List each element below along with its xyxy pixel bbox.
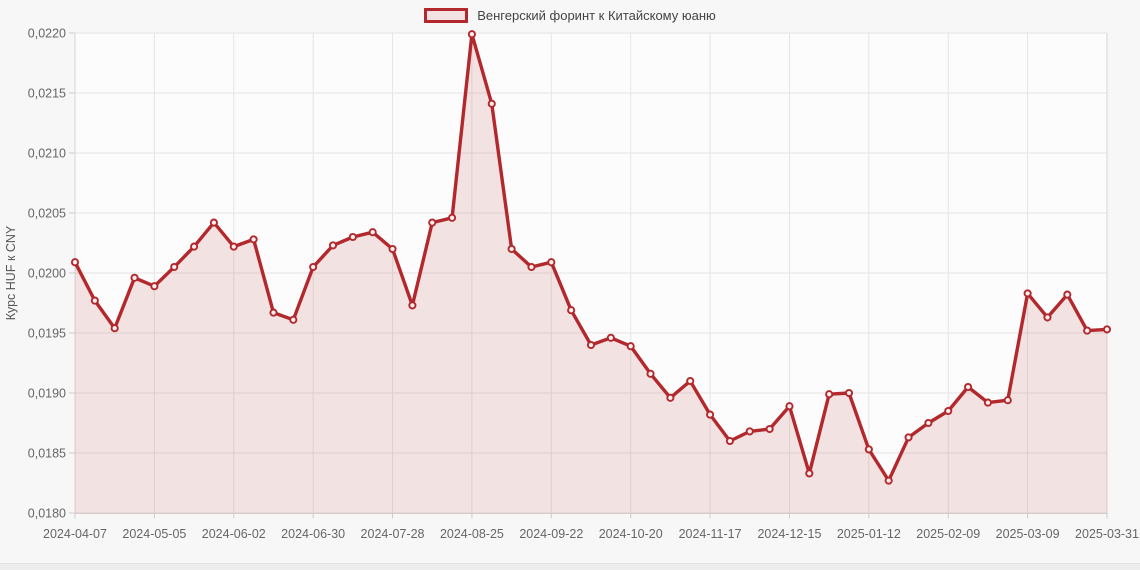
y-tick-label: 0,0195 — [28, 327, 66, 341]
y-tick-label: 0,0215 — [28, 87, 66, 101]
x-tick-label: 2024-09-22 — [519, 527, 583, 541]
data-point-marker[interactable] — [130, 273, 139, 282]
x-tick-label: 2024-07-28 — [361, 527, 425, 541]
data-point-marker[interactable] — [90, 296, 99, 305]
data-point-marker[interactable] — [1023, 289, 1032, 298]
data-point-marker[interactable] — [1083, 326, 1092, 335]
data-point-marker[interactable] — [1003, 396, 1012, 405]
x-tick-label: 2024-06-30 — [281, 527, 345, 541]
data-point-marker[interactable] — [567, 306, 576, 315]
data-point-marker[interactable] — [606, 333, 615, 342]
x-tick-label: 2025-02-09 — [916, 527, 980, 541]
x-tick-label: 2024-08-25 — [440, 527, 504, 541]
x-tick-label: 2024-10-20 — [599, 527, 663, 541]
legend-item[interactable]: Венгерский форинт к Китайскому юаню — [0, 5, 1140, 25]
data-point-marker[interactable] — [706, 410, 715, 419]
x-tick-label: 2024-04-07 — [43, 527, 107, 541]
legend-label: Венгерский форинт к Китайскому юаню — [477, 7, 716, 23]
data-point-marker[interactable] — [328, 241, 338, 250]
data-point-marker[interactable] — [289, 315, 298, 324]
data-point-marker[interactable] — [348, 232, 357, 242]
y-tick-label: 0,0210 — [28, 147, 66, 161]
y-axis-title: Курс HUF к CNY — [4, 225, 18, 321]
data-point-marker[interactable] — [487, 99, 496, 108]
data-point-marker[interactable] — [527, 262, 536, 272]
data-point-marker[interactable] — [408, 301, 417, 310]
y-tick-label: 0,0180 — [28, 507, 66, 521]
data-point-marker[interactable] — [785, 402, 794, 411]
x-tick-label: 2024-11-17 — [679, 527, 742, 541]
data-point-marker[interactable] — [229, 242, 238, 251]
data-point-marker[interactable] — [170, 262, 179, 272]
data-point-marker[interactable] — [686, 376, 695, 386]
data-point-marker[interactable] — [944, 406, 953, 416]
data-point-marker[interactable] — [368, 228, 377, 237]
x-tick-label: 2025-01-12 — [837, 527, 901, 541]
data-point-marker[interactable] — [646, 369, 655, 378]
data-point-marker[interactable] — [150, 282, 159, 291]
data-point-marker[interactable] — [249, 235, 258, 244]
x-tick-label: 2025-03-09 — [996, 527, 1060, 541]
series-swatch-icon — [424, 7, 469, 23]
data-point-marker[interactable] — [269, 308, 278, 317]
data-point-marker[interactable] — [209, 218, 218, 227]
data-point-marker[interactable] — [924, 418, 933, 428]
data-point-marker[interactable] — [586, 340, 596, 350]
data-point-marker[interactable] — [448, 213, 457, 222]
x-tick-label: 2025-03-31 — [1075, 527, 1139, 541]
data-point-marker[interactable] — [547, 258, 556, 267]
data-point-marker[interactable] — [388, 244, 397, 254]
x-tick-label: 2024-05-05 — [122, 527, 186, 541]
data-point-marker[interactable] — [964, 382, 973, 392]
data-point-marker[interactable] — [1063, 290, 1072, 299]
data-point-marker[interactable] — [428, 218, 437, 227]
data-point-marker[interactable] — [765, 424, 774, 434]
data-point-marker[interactable] — [507, 244, 516, 254]
y-tick-label: 0,0200 — [28, 267, 66, 281]
data-point-marker[interactable] — [467, 30, 476, 39]
x-tick-label: 2024-12-15 — [757, 527, 821, 541]
data-point-marker[interactable] — [110, 324, 119, 333]
data-point-marker[interactable] — [666, 393, 675, 402]
data-point-marker[interactable] — [864, 445, 873, 454]
data-point-marker[interactable] — [745, 427, 754, 436]
y-tick-label: 0,0220 — [28, 27, 66, 41]
data-point-marker[interactable] — [825, 390, 834, 399]
data-point-marker[interactable] — [844, 388, 854, 398]
data-point-marker[interactable] — [725, 436, 734, 446]
data-point-marker[interactable] — [805, 469, 814, 478]
y-tick-label: 0,0205 — [28, 207, 66, 221]
data-point-marker[interactable] — [309, 262, 318, 272]
y-tick-label: 0,0190 — [28, 387, 66, 401]
data-point-marker[interactable] — [904, 433, 913, 442]
bottom-divider — [0, 563, 1140, 570]
data-point-marker[interactable] — [626, 342, 635, 351]
y-tick-label: 0,0185 — [28, 447, 66, 461]
data-point-marker[interactable] — [190, 242, 199, 251]
data-point-marker[interactable] — [884, 476, 893, 485]
data-point-marker[interactable] — [983, 398, 992, 407]
data-point-marker[interactable] — [70, 258, 80, 267]
x-tick-label: 2024-06-02 — [202, 527, 266, 541]
data-point-marker[interactable] — [1043, 313, 1052, 322]
data-point-marker[interactable] — [1102, 325, 1112, 334]
